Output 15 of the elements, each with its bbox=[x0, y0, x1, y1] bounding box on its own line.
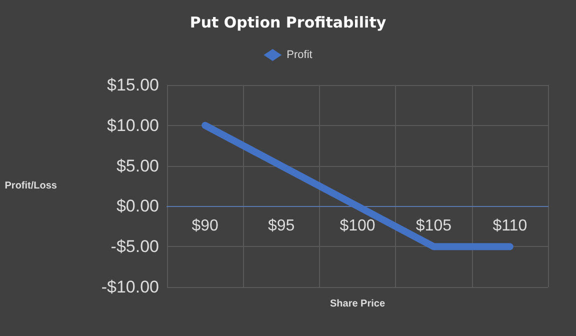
y-tick-label: -$5.00 bbox=[110, 237, 159, 256]
x-tick-label: $100 bbox=[340, 218, 376, 235]
y-tick-label: $5.00 bbox=[116, 156, 159, 176]
x-axis-title: Share Price bbox=[330, 298, 386, 310]
x-tick-label: $105 bbox=[416, 218, 452, 235]
x-tick-label: $90 bbox=[192, 218, 219, 235]
x-tick-label: $110 bbox=[492, 218, 528, 235]
y-tick-label: -$10.00 bbox=[101, 278, 159, 296]
y-tick-label: $15.00 bbox=[107, 76, 159, 94]
legend-label: Profit bbox=[286, 49, 312, 61]
x-tick-label: $95 bbox=[268, 218, 295, 235]
y-tick-label: $10.00 bbox=[107, 116, 159, 135]
chart-title: Put Option Profitability bbox=[190, 14, 386, 32]
y-axis-title: Profit/Loss bbox=[4, 180, 58, 192]
y-tick-label: $0.00 bbox=[116, 196, 159, 216]
